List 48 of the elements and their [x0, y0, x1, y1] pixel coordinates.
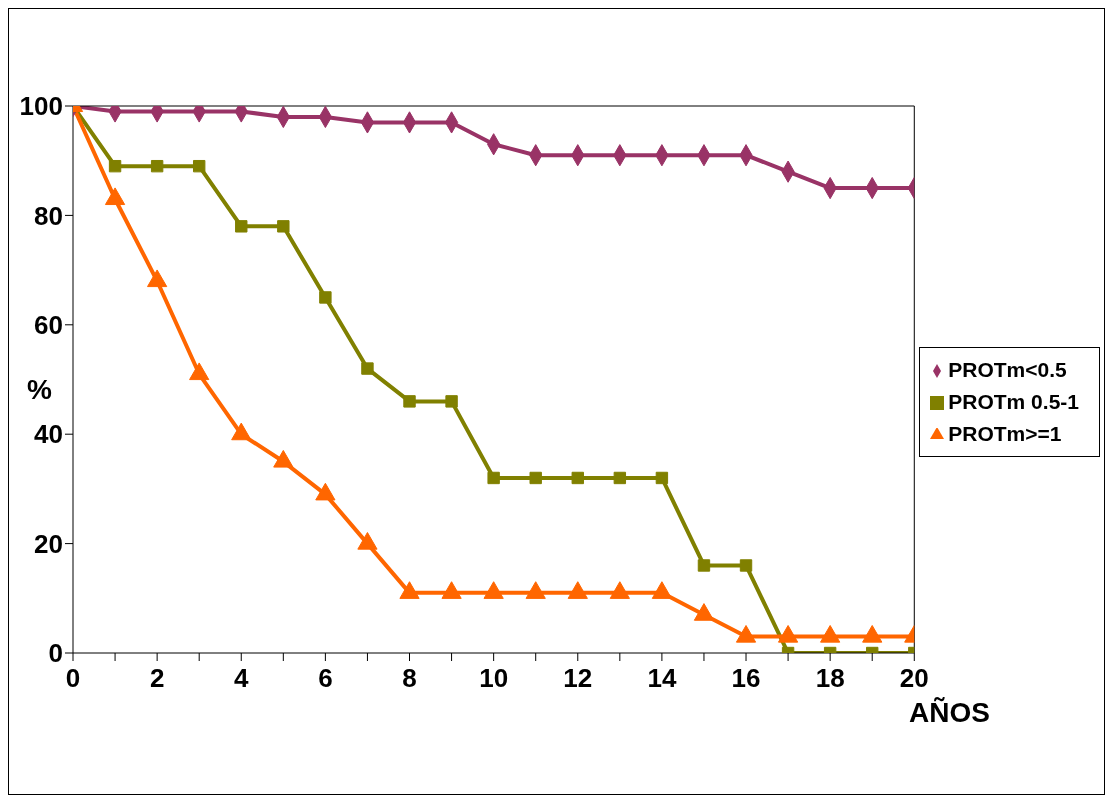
point — [862, 624, 883, 643]
point — [192, 159, 206, 173]
y-tick-label: 60 — [34, 310, 63, 341]
point — [189, 362, 210, 381]
point — [273, 449, 294, 468]
legend-label: PROTm<0.5 — [948, 357, 1067, 381]
point — [150, 159, 164, 173]
point — [609, 581, 630, 599]
y-tick-label: 80 — [34, 200, 63, 231]
x-tick-label: 8 — [402, 663, 417, 694]
point — [399, 581, 420, 599]
point — [361, 362, 374, 375]
point — [777, 624, 799, 643]
point — [231, 422, 252, 441]
x-tick-label: 18 — [815, 663, 845, 694]
point — [820, 624, 841, 643]
y-axis-title: % — [27, 374, 52, 406]
y-tick-label: 0 — [48, 638, 63, 669]
y-tick-label: 100 — [19, 91, 63, 122]
x-tick-label: 6 — [318, 663, 333, 694]
x-tick-label: 4 — [234, 663, 250, 694]
point — [441, 581, 462, 599]
point — [735, 624, 757, 643]
point — [147, 269, 168, 288]
point — [445, 395, 458, 408]
legend-label: PROTm>=1 — [948, 421, 1062, 445]
x-axis-title: AÑOS — [909, 697, 990, 729]
point — [108, 159, 122, 173]
point — [483, 581, 504, 599]
point — [693, 603, 715, 621]
legend-label: PROTm 0.5-1 — [948, 389, 1079, 413]
x-tick-label: 16 — [731, 663, 761, 694]
point — [277, 220, 290, 233]
point — [567, 581, 588, 599]
x-tick-label: 20 — [899, 663, 929, 694]
y-tick-label: 40 — [34, 419, 63, 450]
point — [403, 395, 416, 408]
point — [357, 532, 378, 550]
x-tick-label: 2 — [149, 663, 165, 694]
x-tick-label: 10 — [479, 663, 509, 694]
point — [525, 581, 546, 599]
point — [651, 581, 673, 599]
point — [315, 482, 336, 501]
x-tick-label: 14 — [647, 663, 677, 694]
point — [319, 291, 332, 304]
x-tick-label: 12 — [563, 663, 593, 694]
point — [235, 220, 248, 233]
y-tick-label: 20 — [34, 528, 63, 559]
